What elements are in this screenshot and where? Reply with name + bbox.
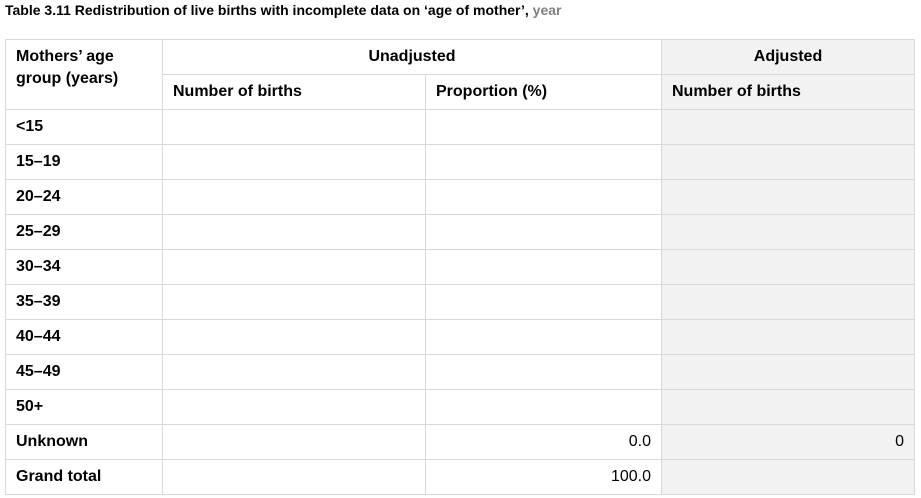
proportion-cell: 100.0 — [425, 459, 662, 495]
adjusted-births-cell — [661, 319, 915, 355]
table-caption: Table 3.11 Redistribution of live births… — [5, 2, 561, 18]
proportion-cell — [425, 284, 662, 320]
proportion-header: Proportion (%) — [425, 74, 662, 110]
proportion-cell — [425, 214, 662, 250]
table-row: 35–39 — [5, 284, 915, 320]
table-row: 30–34 — [5, 249, 915, 285]
table-row: <15 — [5, 109, 915, 145]
births-cell — [162, 459, 426, 495]
adjusted-number-of-births-header: Number of births — [661, 74, 915, 110]
births-cell — [162, 249, 426, 285]
births-cell — [162, 319, 426, 355]
age-group-cell: 40–44 — [5, 319, 163, 355]
births-redistribution-table: Mothers’ age group (years) Unadjusted Ad… — [5, 39, 915, 495]
adjusted-births-cell: 0 — [661, 424, 915, 460]
unadjusted-header: Unadjusted — [162, 39, 662, 75]
age-group-cell: Unknown — [5, 424, 163, 460]
proportion-cell — [425, 354, 662, 390]
age-group-cell: 20–24 — [5, 179, 163, 215]
adjusted-births-cell — [661, 459, 915, 495]
adjusted-births-cell — [661, 249, 915, 285]
adjusted-births-cell — [661, 179, 915, 215]
age-group-cell: <15 — [5, 109, 163, 145]
adjusted-births-cell — [661, 284, 915, 320]
age-group-cell: 45–49 — [5, 354, 163, 390]
caption-year: year — [532, 2, 562, 18]
table-row: 15–19 — [5, 144, 915, 180]
adjusted-births-cell — [661, 109, 915, 145]
table-row: 40–44 — [5, 319, 915, 355]
births-cell — [162, 214, 426, 250]
table-row: 25–29 — [5, 214, 915, 250]
table-row: Grand total 100.0 — [5, 459, 915, 495]
proportion-cell — [425, 389, 662, 425]
proportion-cell — [425, 109, 662, 145]
births-cell — [162, 109, 426, 145]
births-cell — [162, 179, 426, 215]
proportion-cell — [425, 319, 662, 355]
age-group-cell: 30–34 — [5, 249, 163, 285]
births-cell — [162, 284, 426, 320]
proportion-cell: 0.0 — [425, 424, 662, 460]
age-group-header: Mothers’ age group (years) — [5, 39, 163, 110]
table-row: Unknown 0.0 0 — [5, 424, 915, 460]
adjusted-births-cell — [661, 214, 915, 250]
births-cell — [162, 144, 426, 180]
births-cell — [162, 354, 426, 390]
table-row: 50+ — [5, 389, 915, 425]
adjusted-births-cell — [661, 144, 915, 180]
caption-title: Table 3.11 Redistribution of live births… — [5, 2, 533, 18]
age-group-cell: 15–19 — [5, 144, 163, 180]
proportion-cell — [425, 144, 662, 180]
age-group-cell: Grand total — [5, 459, 163, 495]
number-of-births-header: Number of births — [162, 74, 426, 110]
births-cell — [162, 389, 426, 425]
table-row: 20–24 — [5, 179, 915, 215]
age-group-cell: 50+ — [5, 389, 163, 425]
age-group-cell: 35–39 — [5, 284, 163, 320]
proportion-cell — [425, 249, 662, 285]
adjusted-births-cell — [661, 354, 915, 390]
age-group-cell: 25–29 — [5, 214, 163, 250]
adjusted-header: Adjusted — [661, 39, 915, 75]
proportion-cell — [425, 179, 662, 215]
births-cell — [162, 424, 426, 460]
table-body: <15 15–19 20–24 25–29 30–34 35–39 40–44 45–49 50… — [5, 109, 915, 495]
table-row: 45–49 — [5, 354, 915, 390]
adjusted-births-cell — [661, 389, 915, 425]
